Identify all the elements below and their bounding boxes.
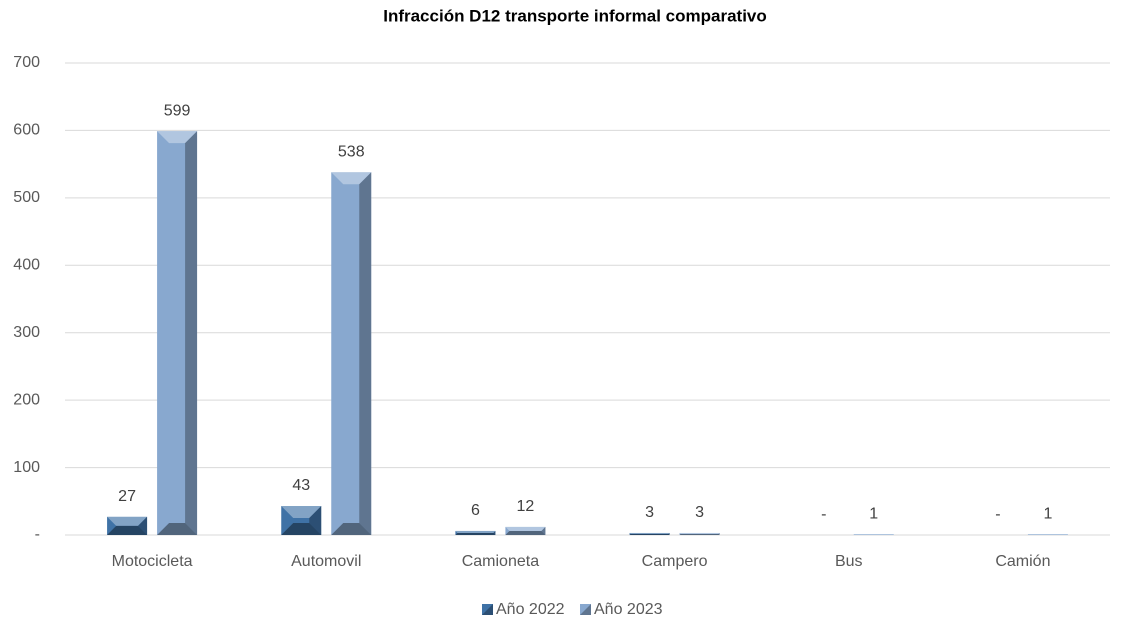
y-tick-label: 400 [13,257,40,274]
bar [107,516,148,535]
y-tick-label: 500 [13,189,40,206]
bar-bevel-top [505,526,546,531]
x-tick-label: Bus [835,553,863,570]
data-label: 599 [164,102,191,119]
bar-bevel-right [359,172,372,535]
bar [455,530,496,535]
data-label: 27 [118,488,136,505]
data-label: 3 [645,504,654,521]
x-tick-label: Campero [642,553,708,570]
bar-bevel-bottom [331,523,372,535]
data-label: 538 [338,143,365,160]
bar-bevel-right [309,506,322,535]
legend-swatch-shade [482,604,493,615]
bar-bevel-bottom [281,523,322,535]
bar-bevel-right [668,532,670,535]
bar-bevel-bottom [455,532,496,535]
bar-bevel-top [107,516,148,526]
bar [331,172,372,535]
bar-bevel-right [137,516,148,535]
bar [679,532,720,535]
bar [1027,534,1068,535]
chart-title: Infracción D12 transporte informal compa… [383,6,767,25]
data-label: 6 [471,502,480,519]
bar-bevel-top [455,530,496,533]
bar-bevel-bottom [505,530,546,535]
data-label: 3 [695,504,704,521]
bar [853,534,894,535]
x-tick-label: Motocicleta [112,553,193,570]
y-tick-label: 200 [13,391,40,408]
legend-swatch [482,604,493,615]
bar-bevel-top [331,172,372,185]
bar [629,532,670,535]
data-label: 1 [1043,506,1052,523]
y-tick-label: - [35,526,40,543]
legend-label: Año 2022 [496,601,565,618]
y-tick-label: 100 [13,459,40,476]
legend-label: Año 2023 [594,601,663,618]
data-label: 12 [517,498,535,515]
bar-bevel-bottom [629,533,670,535]
bar-bevel-top [629,532,670,534]
x-tick-label: Automovil [291,553,361,570]
bar [281,506,322,535]
bar-bevel-right [185,131,198,536]
bar [505,526,546,535]
bar-bevel-right [718,532,720,535]
bar-bevel-top [679,532,720,534]
y-tick-label: 600 [13,122,40,139]
bar-bevel-right [493,530,496,535]
y-tick-label: 300 [13,324,40,341]
bar-bevel-bottom [679,533,720,535]
bar [157,131,198,536]
bar-bevel-right [541,526,546,535]
bar-bevel-top [157,131,198,144]
legend-swatch [580,604,591,615]
x-tick-label: Camión [995,553,1050,570]
bar-bevel-bottom [157,523,198,535]
data-label: - [821,506,826,523]
y-tick-label: 700 [13,54,40,71]
data-label: 43 [292,477,310,494]
x-tick-label: Camioneta [462,553,539,570]
bar-bevel-bottom [107,525,148,535]
bar-bevel-top [281,506,322,519]
data-label: 1 [869,506,878,523]
legend-swatch-shade [580,604,591,615]
data-label: - [995,506,1000,523]
